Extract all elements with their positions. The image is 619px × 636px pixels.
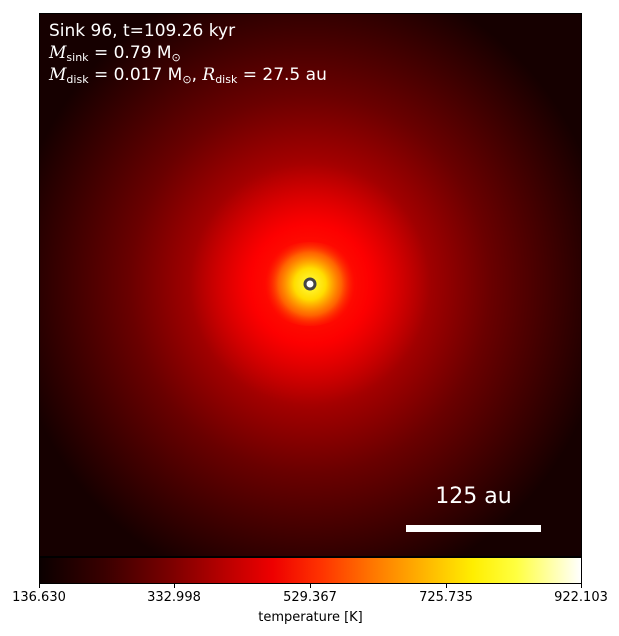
annotation-disk-properties: Mdisk = 0.017 M⊙, Rdisk = 27.5 au <box>49 65 327 90</box>
sink-marker-icon <box>303 277 317 291</box>
mass-sink-symbol: M <box>49 43 67 63</box>
colorbar-tick-label: 725.735 <box>419 590 473 605</box>
colorbar-tick <box>174 584 175 588</box>
temperature-map <box>39 13 582 557</box>
mass-disk-value: = 0.017 M <box>88 65 183 85</box>
annotation-sink-time: Sink 96, t=109.26 kyr <box>49 21 236 41</box>
mass-disk-sub: disk <box>66 73 89 86</box>
radius-disk-symbol: R <box>202 65 216 85</box>
scale-bar <box>406 525 541 532</box>
colorbar-tick <box>581 584 582 588</box>
mass-sink-sub: sink <box>66 51 89 64</box>
radius-separator: , <box>191 65 203 85</box>
mass-sink-value: = 0.79 M <box>88 43 172 63</box>
temperature-map-image <box>39 13 582 557</box>
colorbar-tick-label: 332.998 <box>147 590 201 605</box>
mass-sink-unit-sub: ⊙ <box>171 51 181 64</box>
colorbar-tick <box>446 584 447 588</box>
radius-disk-sub: disk <box>215 73 238 86</box>
annotation-sink-mass: Msink = 0.79 M⊙ <box>49 43 181 68</box>
colorbar-tick-label: 922.103 <box>554 590 608 605</box>
colorbar <box>39 557 582 584</box>
colorbar-tick-label: 529.367 <box>283 590 337 605</box>
colorbar-tick <box>310 584 311 588</box>
mass-disk-symbol: M <box>49 65 67 85</box>
colorbar-tick-label: 136.630 <box>12 590 66 605</box>
radius-disk-value: = 27.5 au <box>237 65 327 85</box>
colorbar-tick <box>39 584 40 588</box>
mass-disk-unit-sub: ⊙ <box>182 73 192 86</box>
colorbar-label: temperature [K] <box>258 610 363 625</box>
scale-bar-label: 125 au <box>435 484 512 509</box>
